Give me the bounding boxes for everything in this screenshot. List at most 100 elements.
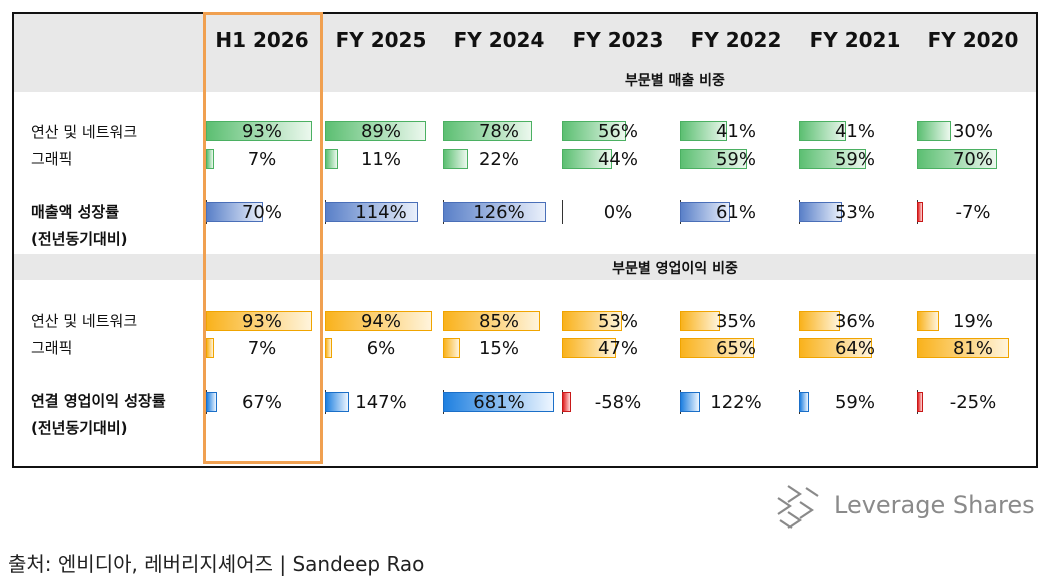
section-band-revenue	[14, 66, 1036, 92]
growth-value: 681%	[473, 392, 525, 413]
share-value: 53%	[597, 311, 638, 332]
share-bar	[917, 338, 1010, 358]
growth-value: 61%	[715, 202, 756, 223]
share-value: 81%	[952, 338, 993, 359]
source-note: 출처: 엔비디아, 레버리지셰어즈 | Sandeep Rao	[8, 552, 425, 576]
share-bar	[799, 121, 846, 141]
growth-bar	[799, 392, 809, 412]
share-bar	[799, 149, 867, 169]
growth-value: -7%	[955, 202, 991, 223]
growth-bar	[325, 392, 349, 412]
growth-bar	[680, 202, 730, 222]
growth-value: 147%	[355, 392, 407, 413]
growth-value: 0%	[603, 202, 633, 223]
header-band	[14, 14, 1036, 66]
share-bar	[680, 121, 727, 141]
share-bar	[562, 311, 623, 331]
column-header: FY 2020	[927, 28, 1019, 52]
share-bar	[325, 311, 433, 331]
share-value: 36%	[834, 311, 875, 332]
share-bar	[680, 311, 720, 331]
row-label-revenue-compute: 연산 및 네트워크	[31, 123, 138, 141]
share-value: 94%	[360, 311, 401, 332]
share-value: 35%	[715, 311, 756, 332]
growth-bar	[206, 392, 217, 412]
brand-name: Leverage Shares	[834, 491, 1035, 519]
share-bar	[799, 311, 841, 331]
growth-value: 126%	[473, 202, 525, 223]
section-title-revenue: 부문별 매출 비중	[625, 73, 725, 89]
share-value: 78%	[478, 121, 519, 142]
share-bar	[917, 311, 939, 331]
row-label-profit-compute: 연산 및 네트워크	[31, 312, 138, 330]
share-bar	[799, 338, 872, 358]
row-label-profit-graphics: 그래픽	[31, 339, 73, 357]
share-bar	[443, 311, 540, 331]
share-value: 64%	[834, 338, 875, 359]
growth-value: -25%	[949, 392, 997, 413]
share-bar	[917, 121, 952, 141]
share-value: 85%	[478, 311, 519, 332]
growth-axis	[562, 200, 563, 224]
share-value: 93%	[241, 311, 282, 332]
share-value: 41%	[834, 121, 875, 142]
column-header: H1 2026	[215, 28, 309, 52]
share-value: 47%	[597, 338, 638, 359]
row-label-revenue-growth: 매출액 성장률	[31, 203, 120, 221]
growth-value: 53%	[834, 202, 875, 223]
growth-bar	[206, 202, 263, 222]
share-value: 59%	[834, 149, 875, 170]
growth-value: -58%	[594, 392, 642, 413]
leverage-shares-logo-icon	[777, 485, 819, 529]
column-header: FY 2021	[809, 28, 901, 52]
row-label-profit-growth: 연결 영업이익 성장률	[31, 392, 166, 410]
column-header: FY 2024	[453, 28, 545, 52]
share-value: 44%	[597, 149, 638, 170]
share-bar	[562, 121, 626, 141]
growth-value: 67%	[241, 392, 282, 413]
share-value: 7%	[247, 149, 277, 170]
growth-value: 114%	[355, 202, 407, 223]
growth-bar	[680, 392, 700, 412]
column-header: FY 2023	[572, 28, 664, 52]
share-value: 93%	[241, 121, 282, 142]
share-bar	[443, 338, 461, 358]
highlight-column-h1-2026	[203, 12, 323, 464]
share-value: 15%	[478, 338, 519, 359]
row-label-revenue-growth-yoy: (전년동기대비)	[31, 230, 128, 248]
share-value: 22%	[478, 149, 519, 170]
growth-bar	[799, 202, 843, 222]
share-value: 59%	[715, 149, 756, 170]
share-bar	[680, 338, 755, 358]
growth-bar	[917, 202, 923, 222]
share-bar	[443, 149, 469, 169]
row-label-revenue-graphics: 그래픽	[31, 150, 73, 168]
share-value: 89%	[360, 121, 401, 142]
share-bar	[206, 338, 214, 358]
share-bar	[562, 149, 613, 169]
section-title-profit: 부문별 영업이익 비중	[612, 261, 738, 277]
share-bar	[325, 338, 332, 358]
share-bar	[680, 149, 748, 169]
share-bar	[917, 149, 997, 169]
share-bar	[206, 311, 313, 331]
share-bar	[325, 121, 427, 141]
growth-bar	[917, 392, 923, 412]
row-label-profit-growth-yoy: (전년동기대비)	[31, 419, 128, 437]
share-bar	[443, 121, 532, 141]
share-value: 70%	[952, 149, 993, 170]
growth-value: 70%	[241, 202, 282, 223]
growth-value: 122%	[710, 392, 762, 413]
column-header: FY 2022	[690, 28, 782, 52]
share-value: 41%	[715, 121, 756, 142]
share-value: 56%	[597, 121, 638, 142]
growth-value: 59%	[834, 392, 875, 413]
share-value: 19%	[952, 311, 993, 332]
share-bar	[562, 338, 616, 358]
share-value: 65%	[715, 338, 756, 359]
growth-bar	[562, 392, 572, 412]
share-value: 30%	[952, 121, 993, 142]
share-bar	[206, 121, 313, 141]
column-header: FY 2025	[335, 28, 427, 52]
share-value: 6%	[366, 338, 396, 359]
